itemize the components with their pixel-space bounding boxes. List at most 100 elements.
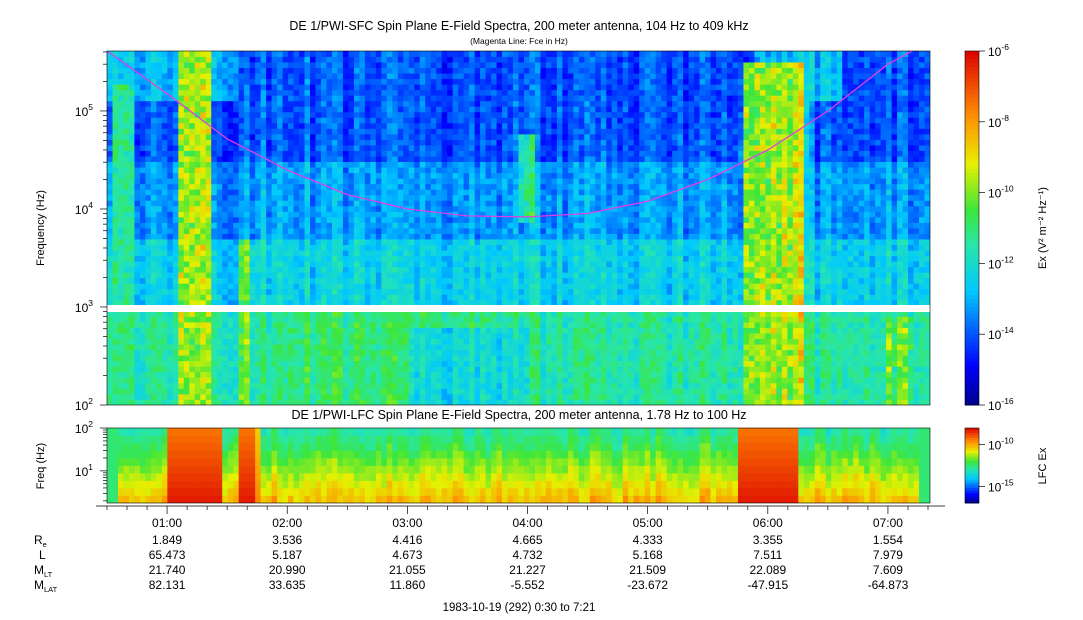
spectrogram-cell: [348, 299, 355, 306]
spectrogram-cell: [233, 51, 240, 57]
spectrogram-cell: [447, 194, 454, 201]
spectrogram-cell: [408, 355, 415, 362]
spectrogram-cell: [502, 178, 508, 185]
spectrogram-cell: [436, 200, 443, 207]
spectrogram-cell: [172, 255, 179, 262]
spectrogram-cell: [128, 145, 135, 151]
spectrogram-cell: [238, 299, 245, 306]
spectrogram-cell: [419, 283, 426, 290]
spectrogram-cell: [117, 316, 124, 323]
spectrogram-cell: [172, 393, 179, 400]
spectrogram-cell: [310, 111, 316, 118]
spectrogram-cell: [342, 172, 349, 179]
spectrogram-cell: [496, 62, 503, 68]
spectrogram-cell: [255, 327, 262, 334]
spectrogram-cell: [233, 216, 240, 223]
spectrogram-cell: [189, 294, 196, 301]
spectrogram-cell: [238, 277, 245, 284]
spectrogram-cell: [315, 122, 322, 129]
spectrogram-cell: [216, 172, 223, 179]
spectrogram-cell: [277, 178, 283, 185]
spectrogram-cell: [408, 250, 415, 257]
spectrogram-cell: [386, 277, 393, 284]
spectrogram-cell: [249, 84, 256, 91]
spectrogram-cell: [496, 117, 503, 124]
spectrogram-cell: [381, 128, 388, 135]
spectrogram-cell: [523, 139, 530, 146]
spectrogram-cell: [172, 89, 179, 96]
spectrogram-cell: [227, 388, 234, 395]
spectrogram-cell: [117, 266, 124, 273]
spectrogram-cell: [249, 371, 256, 378]
spectrogram-cell: [469, 95, 476, 102]
spectrogram-cell: [156, 216, 163, 223]
spectrogram-cell: [178, 327, 185, 334]
spectrogram-cell: [392, 233, 399, 240]
spectrogram-cell: [172, 167, 179, 174]
spectrogram-cell: [436, 349, 443, 356]
spectrogram-cell: [167, 244, 174, 251]
spectrogram-cell: [183, 322, 190, 328]
spectrogram-cell: [216, 371, 223, 378]
spectrogram-cell: [145, 399, 152, 405]
spectrogram-cell: [167, 56, 174, 63]
spectrogram-cell: [491, 393, 497, 400]
spectrogram-cell: [337, 316, 344, 323]
spectrogram-cell: [408, 322, 415, 328]
spectrogram-cell: [266, 255, 272, 262]
spectrogram-cell: [211, 51, 218, 57]
spectrogram-cell: [161, 371, 168, 378]
spectrogram-cell: [304, 62, 311, 68]
spectrogram-cell: [370, 73, 377, 80]
spectrogram-cell: [249, 266, 256, 273]
spectrogram-cell: [255, 316, 262, 323]
spectrogram-cell: [507, 316, 514, 323]
spectrogram-cell: [326, 233, 333, 240]
spectrogram-cell: [348, 194, 355, 201]
spectrogram-cell: [425, 117, 432, 124]
spectrogram-cell: [282, 172, 289, 179]
spectrogram-cell: [172, 216, 179, 223]
spectrogram-cell: [244, 216, 251, 223]
spectrogram-cell: [513, 316, 519, 323]
spectrogram-cell: [326, 106, 333, 113]
spectrogram-cell: [266, 200, 272, 207]
spectrogram-cell: [414, 333, 421, 340]
spectrogram-cell: [161, 366, 168, 373]
spectrogram-cell: [408, 382, 415, 389]
spectrogram-cell: [480, 333, 486, 340]
spectrogram-cell: [441, 161, 448, 168]
spectrogram-cell: [469, 322, 476, 328]
spectrogram-cell: [200, 216, 207, 223]
spectrogram-cell: [310, 233, 316, 240]
spectrogram-cell: [271, 327, 278, 334]
spectrogram-cell: [348, 277, 355, 284]
spectrogram-cell: [452, 233, 459, 240]
spectrogram-cell: [353, 366, 360, 373]
spectrogram-cell: [397, 100, 404, 107]
spectrogram-cell: [513, 239, 519, 245]
spectrogram-cell: [211, 261, 218, 268]
spectrogram-cell: [463, 117, 470, 124]
spectrogram-cell: [485, 205, 492, 212]
spectrogram-cell: [123, 322, 130, 328]
spectrogram-cell: [156, 183, 163, 190]
spectrogram-cell: [260, 316, 267, 323]
spectrogram-cell: [222, 117, 229, 124]
spectrogram-cell: [485, 73, 492, 80]
spectrogram-cell: [507, 139, 514, 146]
spectrogram-cell: [310, 67, 316, 74]
spectrogram-cell: [502, 62, 508, 68]
spectrogram-cell: [523, 200, 530, 207]
spectrogram-cell: [304, 244, 311, 251]
spectrogram-cell: [375, 360, 382, 367]
spectrogram-cell: [496, 145, 503, 151]
spectrogram-cell: [331, 288, 338, 295]
spectrogram-cell: [353, 239, 360, 245]
spectrogram-cell: [200, 355, 207, 362]
spectrogram-cell: [222, 222, 229, 229]
spectrogram-cell: [331, 355, 338, 362]
spectrogram-cell: [529, 382, 536, 389]
spectrogram-cell: [123, 128, 130, 135]
spectrogram-cell: [238, 161, 245, 168]
